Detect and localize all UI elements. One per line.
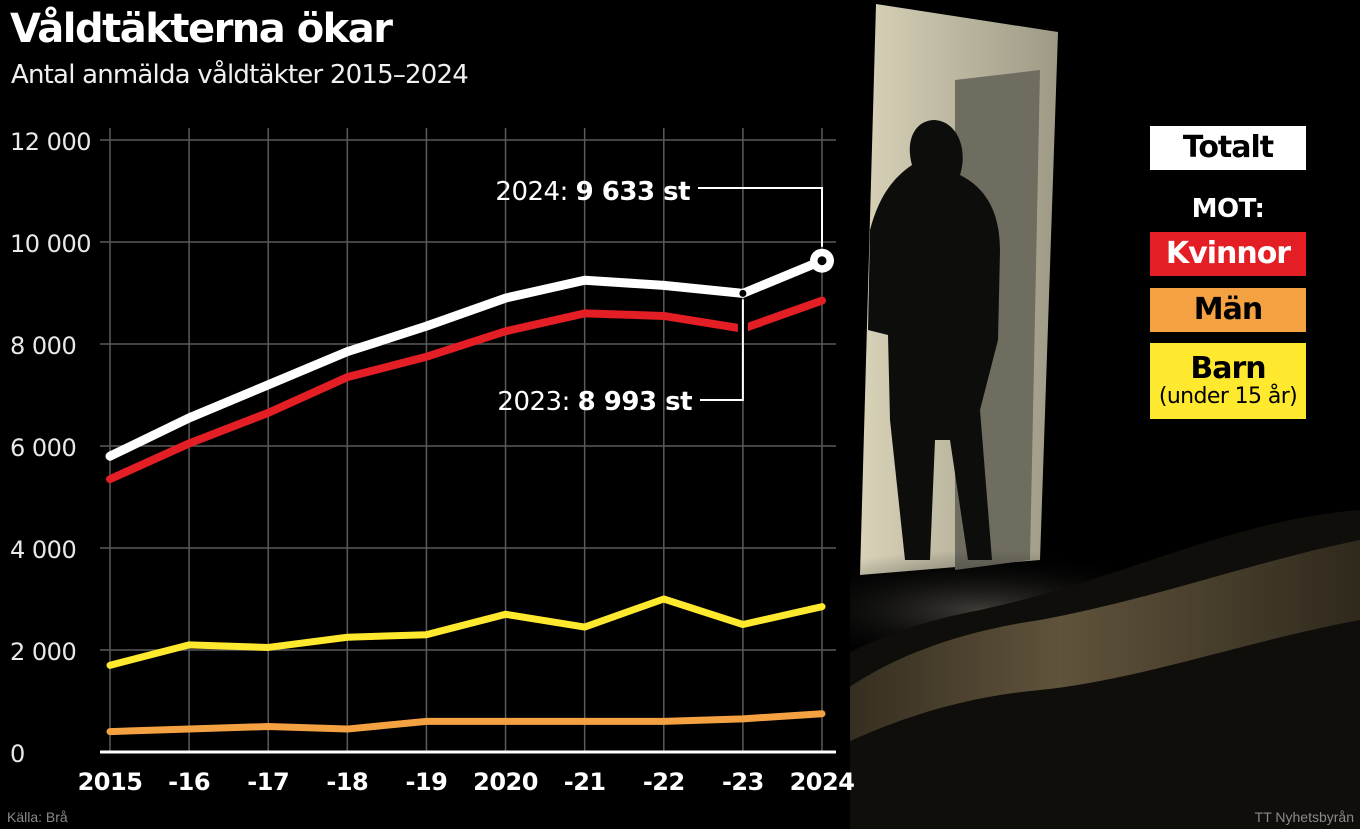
x-tick-label: -21 [564,768,606,796]
legend-total: Totalt [1150,126,1306,170]
chart-annotations: 2024: 9 633 st 2023: 8 993 st [495,177,834,417]
x-tick-label: 2015 [78,768,143,796]
series-line-totalt [105,256,827,461]
annotation-2024-leader [698,187,823,247]
annotation-2024-label: 2024: 9 633 st [495,177,690,207]
chart-lines [105,256,827,736]
legend-men: Män [1150,288,1306,332]
chart-title: Våldtäkterna ökar [10,6,393,52]
annotation-2023-leader [700,299,744,401]
legend-men-label: Män [1193,292,1263,327]
x-tick-label: 2024 [790,768,855,796]
x-tick-label: -22 [643,768,685,796]
agency-credit: TT Nyhetsbyrån [1254,809,1354,825]
x-tick-label: -17 [247,768,289,796]
chart-subtitle: Antal anmälda våldtäkter 2015–2024 [11,60,469,90]
chart-grid [100,128,836,754]
legend-children-label: Barn [1190,351,1266,386]
x-tick-label: -23 [722,768,764,796]
legend-women: Kvinnor [1150,232,1306,276]
x-tick-label: -19 [406,768,448,796]
legend-mot-label: MOT: [1191,194,1265,224]
chart-axis-labels: 0 2 000 4 000 6 000 8 000 10 000 12 000 2015 -16… [10,128,855,796]
y-tick-label: 10 000 [10,230,91,258]
y-tick-label: 12 000 [10,128,91,156]
y-tick-label: 0 [10,740,25,768]
series-line-män [106,710,826,736]
source-credit: Källa: Brå [7,809,68,825]
legend-total-label: Totalt [1182,130,1274,165]
legend-children: Barn (under 15 år) [1150,343,1306,419]
x-tick-label: 2020 [473,768,538,796]
y-tick-label: 6 000 [10,434,76,462]
annotation-2023-label: 2023: 8 993 st [497,387,692,417]
x-tick-label: -16 [168,768,210,796]
legend-children-sublabel: (under 15 år) [1158,384,1298,409]
series-line-kvinnor [106,296,826,484]
annotation-2023-marker [739,289,747,297]
y-tick-label: 4 000 [10,536,76,564]
annotation-2024-marker-dot [817,256,827,266]
x-tick-label: -18 [326,768,368,796]
y-tick-label: 2 000 [10,638,76,666]
series-line-barn [106,595,826,669]
legend-women-label: Kvinnor [1165,236,1291,271]
y-tick-label: 8 000 [10,332,76,360]
